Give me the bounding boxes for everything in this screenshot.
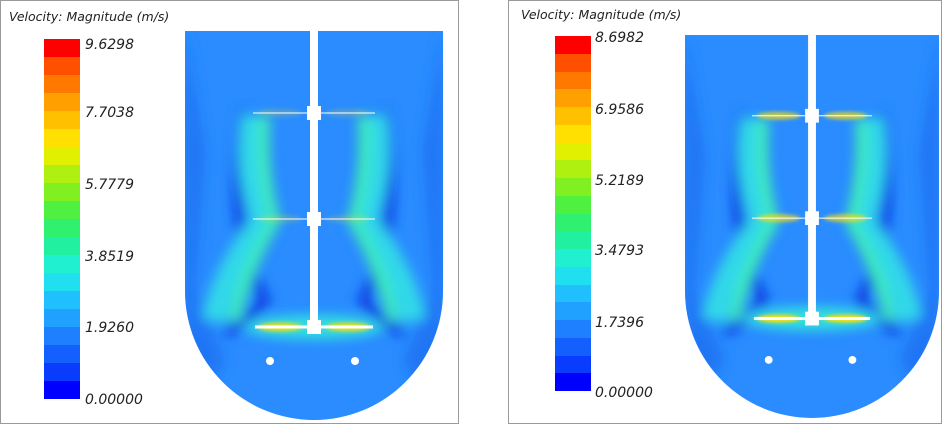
tick-label: 1.7396 (595, 315, 644, 331)
colorbar-band (44, 291, 80, 309)
colorbar-band (44, 93, 80, 111)
colorbar-band (555, 36, 591, 54)
tick-label: 3.8519 (85, 249, 134, 265)
colorbar-band (44, 237, 80, 255)
colorbar-band (44, 309, 80, 327)
tick-label: 0.00000 (85, 392, 143, 408)
tick-label: 9.6298 (85, 37, 134, 53)
tick-label: 0.00000 (595, 385, 653, 401)
panel-right: Velocity: Magnitude (m/s) 8.6982 6.9586 … (508, 0, 942, 424)
shaft (310, 31, 318, 327)
colorbar-band (44, 201, 80, 219)
colorbar-band (555, 302, 591, 320)
colorbar (555, 36, 591, 391)
tick-label: 7.7038 (85, 105, 134, 121)
colorbar-band (555, 53, 591, 72)
colorbar-band (44, 381, 80, 399)
legend-title: Velocity: Magnitude (m/s) (521, 7, 682, 22)
colorbar-band (44, 39, 80, 57)
legend-title: Velocity: Magnitude (m/s) (9, 9, 170, 24)
tick-label: 6.9586 (595, 102, 644, 118)
colorbar-band (555, 89, 591, 107)
colorbar-band (555, 142, 591, 161)
tick-label: 8.6982 (595, 30, 644, 46)
colorbar-band (555, 355, 591, 374)
colorbar-band (555, 231, 591, 249)
colorbar-band (555, 320, 591, 338)
colorbar-band (44, 147, 80, 165)
colorbar-band (555, 124, 591, 143)
colorbar-band (44, 255, 80, 273)
colorbar-band (44, 111, 80, 129)
velocity-contour-tank (185, 31, 443, 420)
colorbar-band (555, 71, 591, 90)
tick-label: 3.4793 (595, 243, 644, 259)
colorbar-band (555, 178, 591, 196)
colorbar-band (555, 107, 591, 125)
colorbar-band (44, 327, 80, 345)
colorbar-band (44, 363, 80, 381)
panel-left: Velocity: Magnitude (m/s) 9.6298 7.7038 … (0, 0, 459, 424)
tick-label: 1.9260 (85, 320, 134, 336)
colorbar-band (555, 213, 591, 232)
tick-label: 5.7779 (85, 177, 134, 193)
colorbar-band (555, 284, 591, 303)
colorbar-band (44, 219, 80, 237)
colorbar-band (555, 337, 591, 356)
colorbar (44, 39, 80, 399)
velocity-contour-tank (685, 35, 939, 418)
colorbar-band (44, 57, 80, 75)
colorbar-band (555, 160, 591, 178)
colorbar-band (44, 75, 80, 93)
colorbar-band (555, 195, 591, 214)
colorbar-band (555, 373, 591, 391)
colorbar-band (44, 165, 80, 183)
colorbar-band (555, 266, 591, 285)
colorbar-band (44, 183, 80, 201)
shaft (808, 35, 816, 319)
colorbar-band (44, 345, 80, 363)
colorbar-band (44, 273, 80, 291)
colorbar-band (555, 249, 591, 267)
colorbar-band (44, 129, 80, 147)
tick-label: 5.2189 (595, 173, 644, 189)
